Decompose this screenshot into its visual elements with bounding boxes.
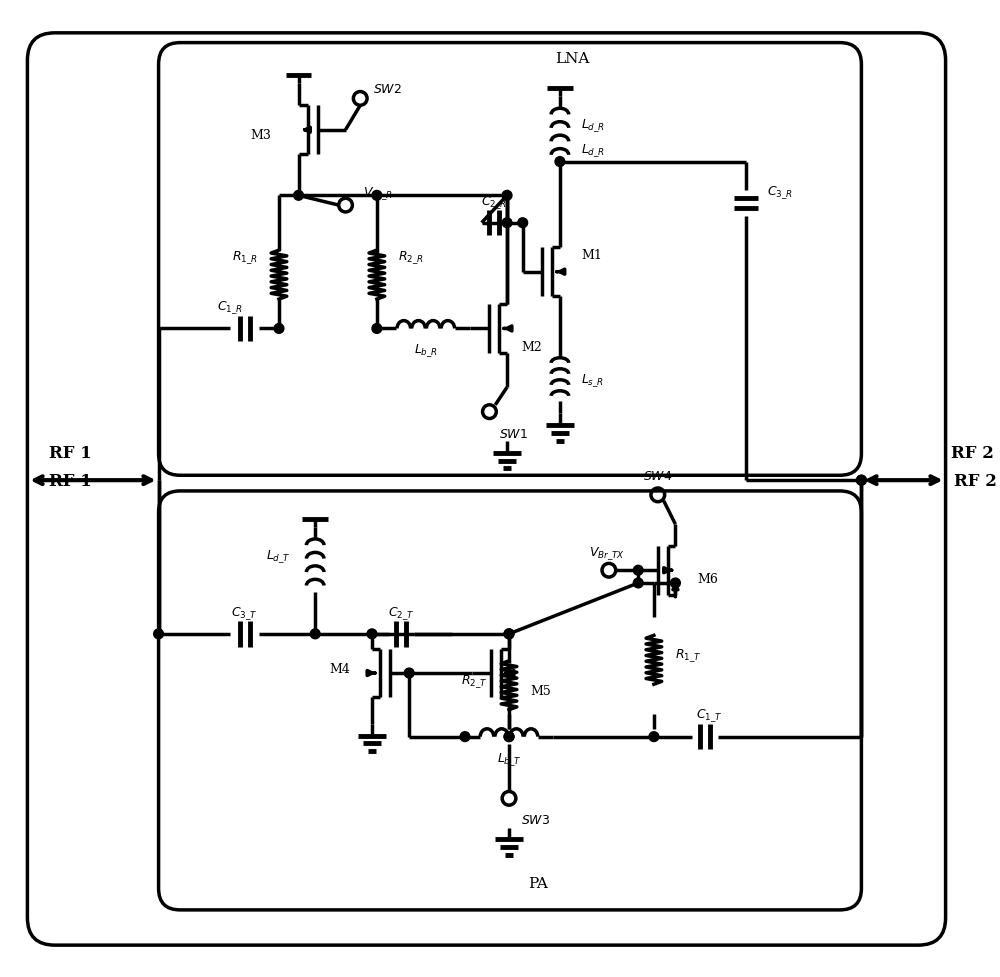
Text: M2: M2 xyxy=(522,340,542,354)
Circle shape xyxy=(633,566,643,575)
Text: $L_{b\_T}$: $L_{b\_T}$ xyxy=(497,750,521,767)
Circle shape xyxy=(502,219,512,229)
Circle shape xyxy=(518,219,528,229)
Text: M1: M1 xyxy=(581,248,602,261)
Text: PA: PA xyxy=(528,876,548,891)
Circle shape xyxy=(633,578,643,588)
Text: $C_{3\_T}$: $C_{3\_T}$ xyxy=(231,605,258,621)
Text: M5: M5 xyxy=(531,685,551,698)
Text: RF 2: RF 2 xyxy=(954,472,997,489)
Text: M4: M4 xyxy=(330,662,350,675)
Circle shape xyxy=(857,476,866,486)
Circle shape xyxy=(274,324,284,334)
Circle shape xyxy=(294,191,303,201)
Circle shape xyxy=(504,732,514,742)
Text: $SW1$: $SW1$ xyxy=(499,427,528,441)
Text: $C_{2\_R}$: $C_{2\_R}$ xyxy=(481,193,507,210)
Text: $R_{2\_R}$: $R_{2\_R}$ xyxy=(398,249,424,266)
Text: $R_{2\_T}$: $R_{2\_T}$ xyxy=(461,672,487,689)
Circle shape xyxy=(502,191,512,201)
Circle shape xyxy=(671,578,680,588)
Text: $L_{b\_R}$: $L_{b\_R}$ xyxy=(414,342,438,359)
Text: RF 2: RF 2 xyxy=(951,445,994,462)
Text: LNA: LNA xyxy=(555,52,590,66)
Text: $L_{d\_R}$: $L_{d\_R}$ xyxy=(581,142,606,158)
Circle shape xyxy=(460,732,470,742)
Circle shape xyxy=(372,324,382,334)
Text: RF 1: RF 1 xyxy=(49,472,92,489)
Circle shape xyxy=(404,668,414,678)
Circle shape xyxy=(367,629,377,639)
Circle shape xyxy=(310,629,320,639)
Text: M6: M6 xyxy=(697,572,718,585)
Text: $C_{1\_R}$: $C_{1\_R}$ xyxy=(217,299,243,316)
Text: $SW4$: $SW4$ xyxy=(643,469,673,483)
Circle shape xyxy=(504,629,514,639)
Text: $L_{d\_T}$: $L_{d\_T}$ xyxy=(266,547,291,565)
Text: $V_{Br\_TX}$: $V_{Br\_TX}$ xyxy=(589,544,625,562)
Text: RF 1: RF 1 xyxy=(49,445,92,462)
Circle shape xyxy=(154,629,163,639)
Circle shape xyxy=(857,476,866,486)
Text: M3: M3 xyxy=(250,129,271,142)
Circle shape xyxy=(649,732,659,742)
Text: $C_{1\_T}$: $C_{1\_T}$ xyxy=(696,707,723,724)
Text: $SW2$: $SW2$ xyxy=(373,83,402,96)
Text: $R_{1\_T}$: $R_{1\_T}$ xyxy=(675,647,702,663)
Text: $SW3$: $SW3$ xyxy=(521,814,550,827)
Text: $C_{3\_R}$: $C_{3\_R}$ xyxy=(767,184,793,200)
Circle shape xyxy=(504,629,514,639)
Circle shape xyxy=(555,157,565,167)
Circle shape xyxy=(504,732,514,742)
Text: $V_{Br\_R}$: $V_{Br\_R}$ xyxy=(363,185,393,201)
Text: $L_{s\_R}$: $L_{s\_R}$ xyxy=(581,371,605,388)
Text: $L_{d\_R}$: $L_{d\_R}$ xyxy=(581,117,606,134)
Text: $R_{1\_R}$: $R_{1\_R}$ xyxy=(232,249,257,266)
Text: $C_{2\_T}$: $C_{2\_T}$ xyxy=(388,605,415,621)
Circle shape xyxy=(372,191,382,201)
